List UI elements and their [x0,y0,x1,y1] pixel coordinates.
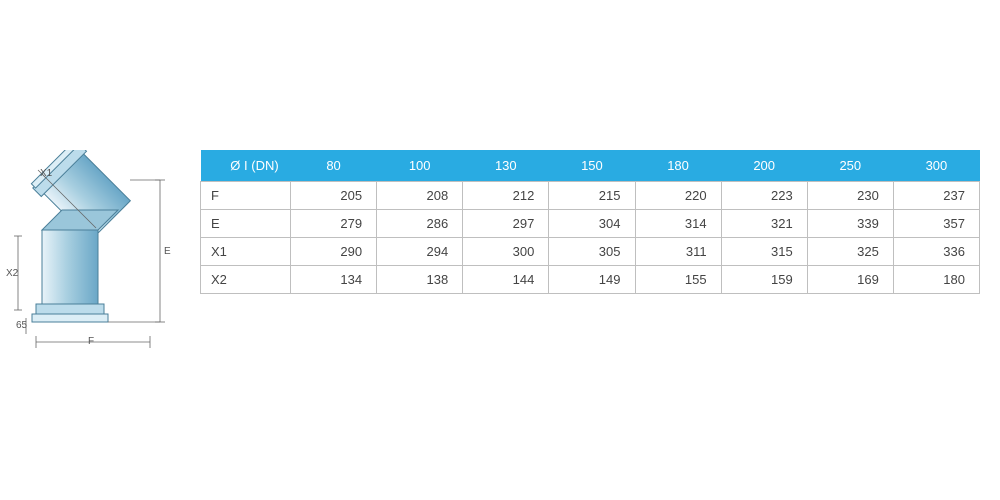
cell: 144 [463,266,549,294]
dimensions-table: Ø I (DN) 80 100 130 150 180 200 250 300 … [200,150,980,294]
cell: 297 [463,210,549,238]
header-col: 150 [549,150,635,182]
header-col: 180 [635,150,721,182]
row-label: X2 [201,266,291,294]
cell: 305 [549,238,635,266]
dim-label-65: 65 [16,320,27,331]
dim-label-x2: X2 [6,268,18,279]
cell: 357 [893,210,979,238]
cell: 286 [377,210,463,238]
cell: 230 [807,182,893,210]
table-header-row: Ø I (DN) 80 100 130 150 180 200 250 300 [201,150,980,182]
row-label: X1 [201,238,291,266]
cell: 159 [721,266,807,294]
row-label: F [201,182,291,210]
cell: 304 [549,210,635,238]
header-col: 100 [377,150,463,182]
cell: 212 [463,182,549,210]
cell: 134 [291,266,377,294]
header-col: 300 [893,150,979,182]
cell: 325 [807,238,893,266]
header-col: 80 [291,150,377,182]
cell: 220 [635,182,721,210]
cell: 169 [807,266,893,294]
elbow-pipe-diagram [0,150,190,350]
dimensions-table-wrapper: Ø I (DN) 80 100 130 150 180 200 250 300 … [190,150,1000,294]
cell: 314 [635,210,721,238]
table-row: E 279 286 297 304 314 321 339 357 [201,210,980,238]
cell: 180 [893,266,979,294]
dim-label-f: F [88,336,94,347]
cell: 294 [377,238,463,266]
cell: 155 [635,266,721,294]
dim-label-x1: X1 [40,168,52,179]
cell: 205 [291,182,377,210]
header-col: 250 [807,150,893,182]
header-col: 130 [463,150,549,182]
table-row: X1 290 294 300 305 311 315 325 336 [201,238,980,266]
cell: 315 [721,238,807,266]
cell: 279 [291,210,377,238]
cell: 321 [721,210,807,238]
row-label: E [201,210,291,238]
header-col: 200 [721,150,807,182]
table-row: X2 134 138 144 149 155 159 169 180 [201,266,980,294]
cell: 290 [291,238,377,266]
table-body: F 205 208 212 215 220 223 230 237 E 279 … [201,182,980,294]
dim-label-e: E [164,246,171,257]
cell: 339 [807,210,893,238]
cell: 223 [721,182,807,210]
table-row: F 205 208 212 215 220 223 230 237 [201,182,980,210]
dimension-diagram: X1 X2 E F 65 [0,150,190,350]
cell: 215 [549,182,635,210]
cell: 149 [549,266,635,294]
header-label: Ø I (DN) [201,150,291,182]
cell: 138 [377,266,463,294]
cell: 311 [635,238,721,266]
cell: 208 [377,182,463,210]
cell: 336 [893,238,979,266]
cell: 300 [463,238,549,266]
cell: 237 [893,182,979,210]
